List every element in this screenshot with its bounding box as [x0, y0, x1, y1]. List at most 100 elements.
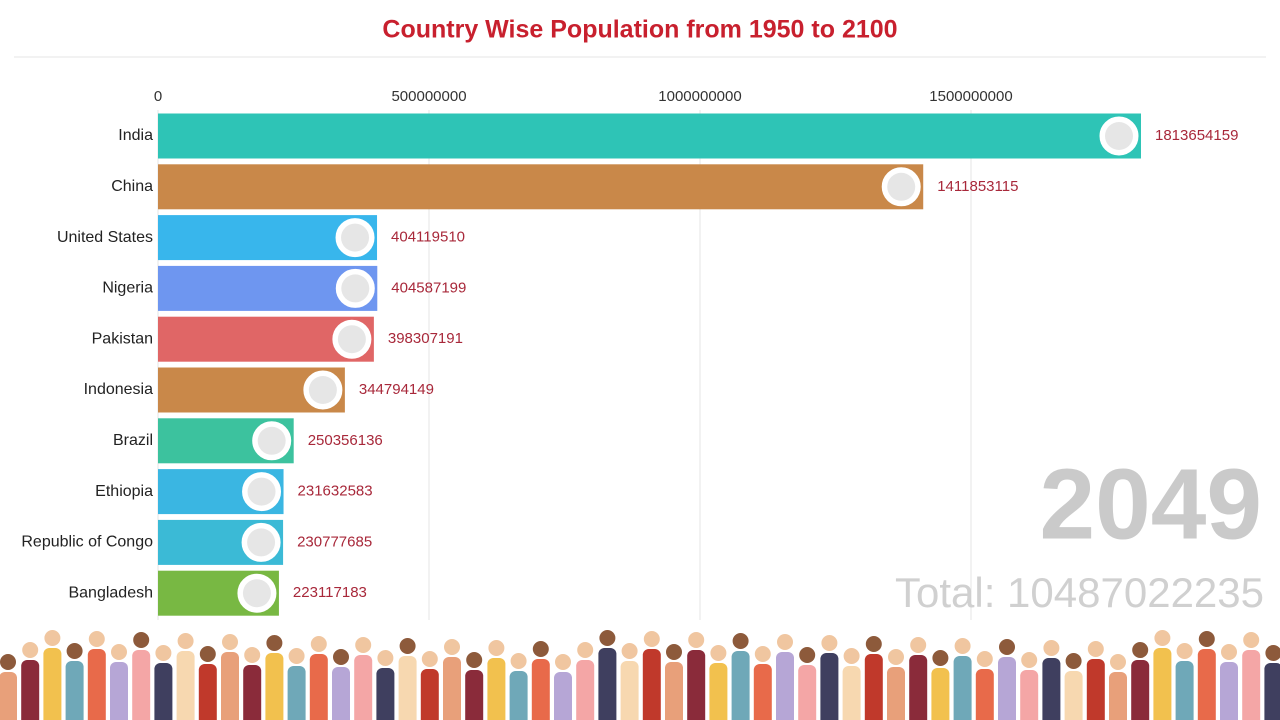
category-label: Nigeria	[102, 280, 153, 297]
person-head	[66, 643, 83, 659]
person-head	[1021, 652, 1038, 668]
year-label: 2049	[1040, 448, 1262, 560]
person-body	[1153, 648, 1172, 720]
person-body	[0, 672, 17, 720]
person-body	[642, 649, 661, 720]
person-body	[531, 659, 550, 720]
person-body	[398, 656, 417, 720]
person-body	[1175, 661, 1194, 720]
category-label: Ethiopia	[95, 483, 153, 500]
person-body	[1109, 672, 1127, 720]
person-body	[1131, 660, 1150, 720]
person-body	[576, 660, 595, 720]
person-head	[999, 639, 1015, 655]
person-body	[420, 669, 439, 720]
person-head	[599, 630, 616, 646]
person-head	[910, 637, 927, 653]
person-head	[1198, 631, 1215, 647]
person-head	[222, 634, 238, 650]
person-body	[731, 651, 750, 720]
person-body	[332, 667, 350, 720]
person-body	[265, 653, 284, 720]
category-label: Republic of Congo	[21, 534, 153, 551]
category-label: Bangladesh	[68, 584, 153, 601]
person-body	[753, 664, 772, 720]
value-label: 250356136	[308, 432, 383, 449]
bar	[158, 113, 1142, 159]
person-body	[1064, 671, 1083, 720]
person-body	[554, 672, 572, 720]
bars: India 1813654159 China 1411853115 United Sta…	[21, 113, 1238, 616]
crowd-illustration	[0, 630, 1280, 720]
person-head	[199, 646, 216, 662]
person-body	[309, 654, 328, 720]
person-head	[510, 653, 527, 669]
person-head	[399, 638, 416, 654]
person-body	[776, 652, 794, 720]
person-body	[1242, 650, 1261, 720]
person-head	[532, 641, 549, 657]
person-head	[488, 640, 505, 656]
person-body	[665, 662, 683, 720]
flag-icon-inner	[308, 376, 337, 404]
person-body	[687, 650, 706, 720]
flag-icon-inner	[247, 528, 276, 557]
person-head	[688, 632, 705, 648]
person-body	[909, 655, 928, 720]
x-tick-label: 500000000	[391, 88, 466, 105]
person-body	[21, 660, 40, 720]
person-head	[932, 650, 949, 666]
person-head	[754, 646, 771, 662]
person-head	[0, 654, 16, 670]
person-head	[1110, 654, 1126, 670]
person-body	[887, 667, 905, 720]
person-body	[864, 654, 883, 720]
person-body	[931, 668, 950, 720]
person-body	[176, 651, 195, 720]
person-body	[132, 650, 151, 720]
x-tick-label: 0	[154, 88, 162, 105]
person-head	[643, 631, 660, 647]
person-body	[221, 652, 239, 720]
x-tick-label: 1500000000	[929, 88, 1012, 105]
person-body	[376, 668, 395, 720]
category-label: China	[111, 178, 153, 195]
flag-icon-inner	[247, 477, 276, 506]
person-head	[976, 651, 993, 667]
category-label: India	[118, 127, 153, 144]
person-head	[888, 649, 904, 665]
total-label: Total: 10487022235	[895, 569, 1264, 616]
flag-icon-inner	[887, 172, 916, 201]
person-body	[110, 662, 128, 720]
person-body	[1086, 659, 1105, 720]
value-label: 1411853115	[937, 178, 1018, 195]
person-head	[133, 632, 150, 648]
person-body	[43, 648, 62, 720]
person-body	[620, 661, 639, 720]
person-body	[842, 666, 861, 720]
person-head	[421, 651, 438, 667]
person-head	[865, 636, 882, 652]
value-label: 398307191	[388, 330, 463, 347]
flag-icon-inner	[257, 426, 286, 455]
person-body	[998, 657, 1016, 720]
person-head	[111, 644, 127, 660]
category-label: Indonesia	[84, 381, 153, 398]
person-body	[243, 665, 262, 720]
flag-icon-inner	[337, 325, 366, 354]
person-head	[1043, 640, 1060, 656]
person-body	[154, 663, 173, 720]
bar	[158, 164, 924, 210]
person-head	[821, 635, 838, 651]
person-head	[355, 637, 372, 653]
person-body	[1020, 670, 1039, 720]
person-head	[1243, 632, 1260, 648]
person-head	[466, 652, 483, 668]
person-head	[777, 634, 793, 650]
person-body	[975, 669, 994, 720]
person-body	[509, 671, 528, 720]
person-body	[1197, 649, 1216, 720]
person-head	[244, 647, 261, 663]
person-head	[1154, 630, 1171, 646]
